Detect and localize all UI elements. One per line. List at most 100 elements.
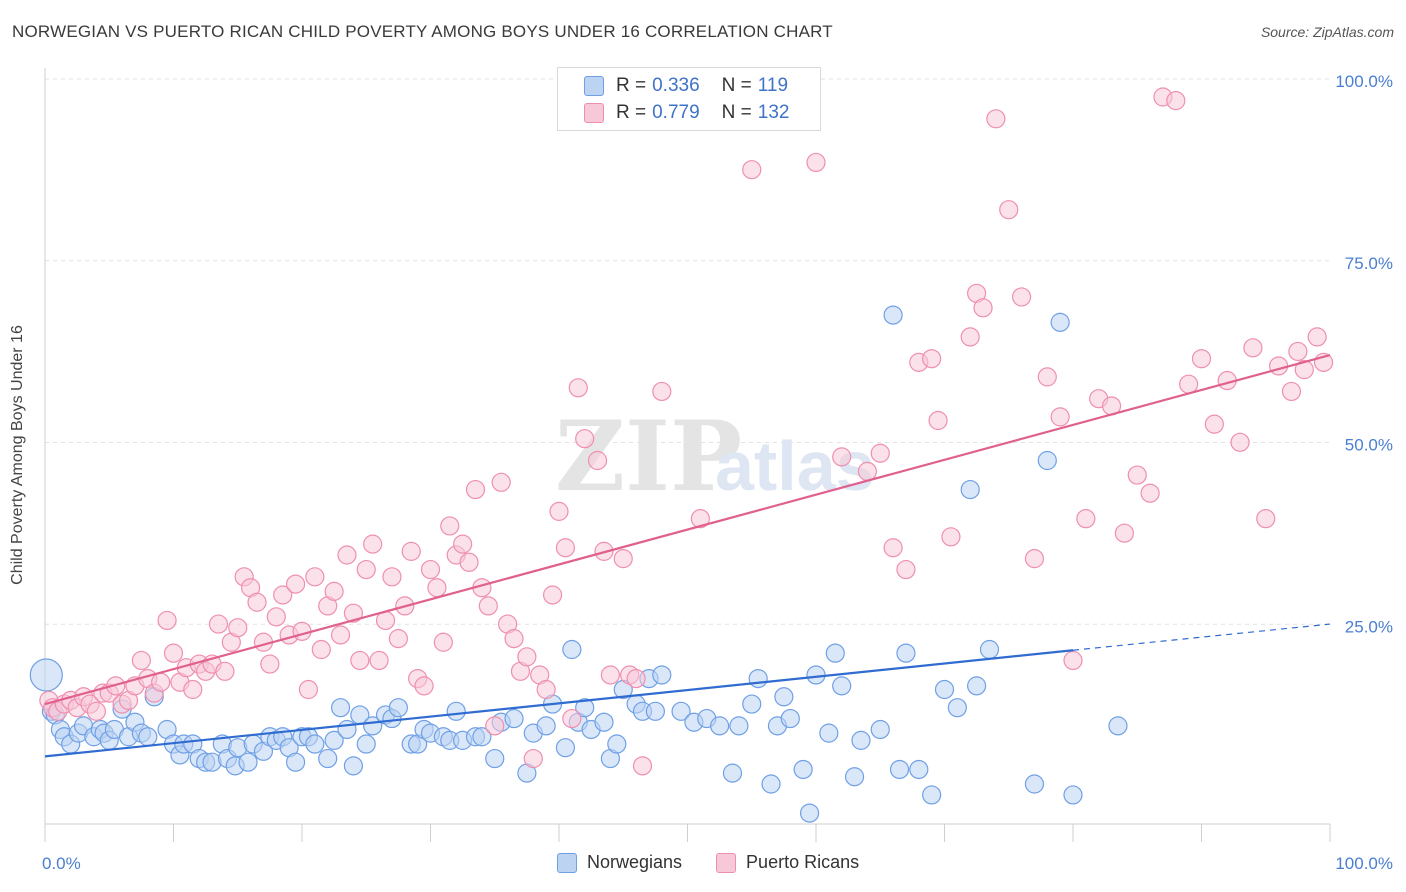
norwegian-point [1037,450,1057,471]
puerto-rican-point [1179,374,1199,394]
puerto-rican-point [459,552,479,572]
r-label: R = [616,75,647,96]
y-tick-label: 75.0% [1345,254,1393,273]
series-legend: Norwegians Puerto Ricans [557,852,893,873]
puerto-ricans-trend-line [44,354,1331,706]
y-tick-label: 25.0% [1345,617,1393,636]
puerto-rican-point [311,639,331,660]
norwegian-point [819,723,839,743]
puerto-rican-point [1166,91,1186,111]
puerto-rican-point [285,574,306,594]
norwegian-point [722,763,743,783]
puerto-rican-point [247,592,267,612]
puerto-rican-point [999,200,1019,220]
puerto-rican-point [922,349,942,369]
norwegian-point [285,752,306,772]
puerto-rican-point [690,509,710,529]
puerto-rican-point [555,538,576,558]
puerto-rican-point [440,516,460,536]
norwegian-point [844,767,865,787]
puerto-rican-point [806,152,826,173]
puerto-rican-point [562,708,582,729]
puerto-rican-point [324,581,344,601]
puerto-rican-point [504,629,524,649]
puerto-rican-point [157,610,177,631]
puerto-rican-point [1281,381,1302,402]
puerto-rican-point [151,672,171,692]
puerto-rican-point [485,716,505,736]
puerto-rican-point [363,534,383,554]
stats-row-norwegians: R = 0.336 N = 119 [584,74,788,98]
legend-item-puerto-ricans[interactable]: Puerto Ricans [716,852,859,873]
puerto-rican-point [453,534,473,554]
norwegian-point [889,759,910,780]
puerto-rican-point [1191,349,1212,369]
norwegian-point [652,665,672,685]
norwegian-point [960,479,980,500]
norwegian-point [337,719,357,740]
norwegian-point [780,708,800,729]
norwegians-legend-swatch [557,852,577,873]
puerto-rican-point [575,429,595,449]
puerto-rican-point [857,461,878,482]
puerto-rican-point [131,650,151,671]
n-value: 119 [757,75,789,96]
norwegian-point [575,698,595,718]
norwegian-point [1063,785,1083,805]
puerto-rican-point [1294,360,1314,380]
puerto-rican-point [215,661,235,681]
puerto-rican-point [305,567,325,587]
stats-row-puerto-ricans: R = 0.779 N = 132 [584,101,789,125]
puerto-ricans-legend-swatch [716,852,737,873]
puerto-ricans-swatch [584,103,604,123]
puerto-rican-point [600,665,621,685]
norwegian-point [671,701,691,721]
puerto-rican-point [401,541,421,561]
norwegian-point [356,734,376,754]
puerto-rican-point [1288,341,1308,362]
legend-item-norwegians[interactable]: Norwegians [557,852,682,873]
puerto-rican-point [208,614,229,634]
r-value: 0.779 [652,102,700,123]
puerto-rican-point [420,559,441,580]
puerto-rican-point [465,479,486,500]
puerto-rican-point [536,679,556,700]
norwegian-point [851,730,871,750]
chart-title: NORWEGIAN VS PUERTO RICAN CHILD POVERTY … [12,22,833,41]
puerto-rican-point [549,501,569,521]
watermark-zip: ZIP [555,400,742,513]
tick-labels: 25.0% 50.0% 75.0% 100.0% 0.0% 100.0% [42,72,1393,873]
puerto-rican-point [1114,523,1135,543]
puerto-rican-point [1307,327,1327,347]
puerto-rican-point [1076,509,1096,529]
puerto-rican-point [928,410,948,431]
puerto-rican-point [388,629,408,649]
norwegian-point [967,676,987,696]
puerto-rican-point [414,676,434,696]
norwegian-point [555,738,576,758]
puerto-rican-point [433,632,453,652]
norwegian-point [883,305,903,325]
norwegian-point [305,734,325,754]
norwegians-trend-line [44,649,1074,758]
norwegian-point [806,665,826,685]
puerto-rican-point [260,654,280,674]
norwegian-point [934,679,955,700]
puerto-rican-point [86,701,107,721]
puerto-rican-point [523,748,543,769]
puerto-rican-point [960,327,980,347]
legend-label: Norwegians [587,852,683,872]
norwegians-swatch [584,76,604,96]
puerto-rican-point [1127,465,1147,485]
norwegian-point [1024,774,1045,794]
norwegian-point [799,803,820,823]
r-value: 0.336 [652,75,700,96]
norwegian-point [645,701,665,721]
norwegian-point [138,727,158,747]
watermark: ZIP atlas [555,400,875,513]
n-value: 132 [757,102,790,123]
norwegian-point [909,759,929,780]
puerto-rican-point [832,447,852,467]
stats-legend: R = 0.336 N = 119 R = 0.779 N = 132 [557,67,821,131]
